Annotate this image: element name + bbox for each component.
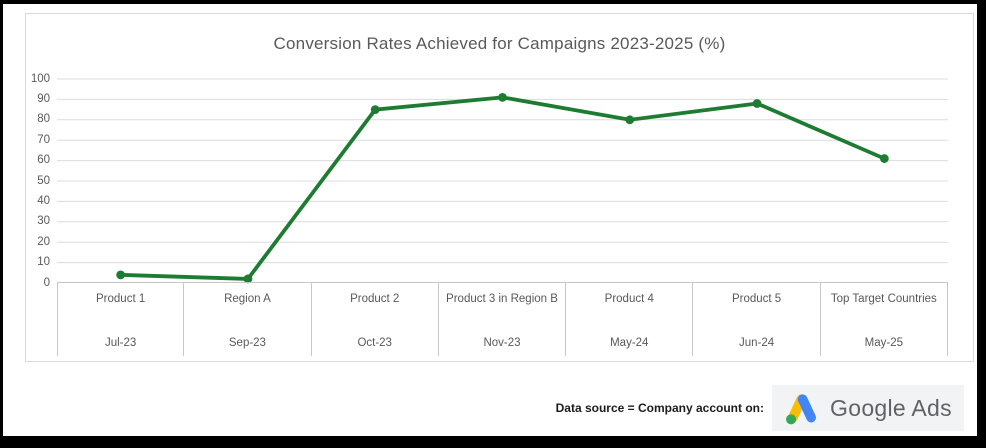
category-date-label: Nov-23 — [483, 337, 521, 349]
series-line — [118, 95, 887, 281]
google-ads-logo-text: Google Ads — [830, 394, 952, 421]
y-axis-tick-labels: 0 10 20 30 40 50 60 70 80 90 100 — [26, 73, 52, 289]
category-cell: Product 1 Jul-23 — [57, 283, 185, 356]
y-tick-label: 60 — [37, 154, 50, 167]
data-source-footer: Data source = Company account on: Google… — [556, 385, 964, 431]
category-label: Product 1 — [96, 293, 146, 305]
y-tick-label: 0 — [43, 276, 50, 289]
category-cell: Region A Sep-23 — [184, 283, 312, 356]
y-tick-label: 30 — [37, 215, 50, 228]
plot-area — [57, 78, 948, 284]
y-tick-label: 70 — [37, 133, 50, 146]
category-label: Product 4 — [604, 293, 654, 305]
category-label: Region A — [224, 293, 271, 305]
category-date-label: May-25 — [864, 337, 904, 349]
y-tick-label: 100 — [30, 72, 50, 85]
data-point-marker — [498, 92, 507, 102]
data-point-marker — [752, 99, 762, 108]
category-cell: Product 2 Oct-23 — [312, 283, 439, 356]
data-point-marker — [879, 154, 889, 163]
y-tick-label: 10 — [37, 256, 50, 269]
y-tick-label: 90 — [37, 92, 50, 105]
category-date-label: Jul-23 — [104, 337, 137, 349]
category-cell: Product 3 in Region B Nov-23 — [439, 283, 567, 356]
data-point-marker — [370, 105, 380, 114]
category-date-label: Sep-23 — [228, 337, 266, 349]
category-label: Product 3 in Region B — [446, 293, 558, 305]
category-cell: Top Target Countries May-25 — [821, 283, 948, 356]
chart-container: Conversion Rates Achieved for Campaigns … — [25, 13, 974, 362]
page-background: Conversion Rates Achieved for Campaigns … — [3, 4, 977, 436]
google-ads-icon — [786, 394, 817, 425]
data-point-marker — [243, 274, 253, 284]
category-date-label: May-24 — [610, 337, 649, 349]
category-date-label: Jun-24 — [738, 337, 775, 349]
data-source-caption: Data source = Company account on: — [555, 401, 764, 415]
google-ads-logo-chip: Google Ads — [772, 385, 964, 431]
y-tick-label: 50 — [37, 174, 50, 187]
y-tick-label: 20 — [37, 235, 50, 248]
category-date-label: Oct-23 — [357, 337, 392, 349]
category-label: Product 5 — [731, 293, 782, 305]
x-axis-category-band: Product 1 Jul-23 Region A Sep-23 Product… — [57, 282, 948, 356]
category-cell: Product 5 Jun-24 — [693, 283, 821, 356]
chart-title: Conversion Rates Achieved for Campaigns … — [273, 34, 726, 53]
data-point-marker — [625, 115, 635, 125]
y-tick-label: 40 — [37, 194, 50, 207]
category-label: Top Target Countries — [830, 293, 937, 305]
category-cell: Product 4 May-24 — [566, 283, 694, 356]
category-label: Product 2 — [350, 293, 400, 305]
y-tick-label: 80 — [37, 113, 50, 126]
data-point-marker — [116, 270, 126, 280]
